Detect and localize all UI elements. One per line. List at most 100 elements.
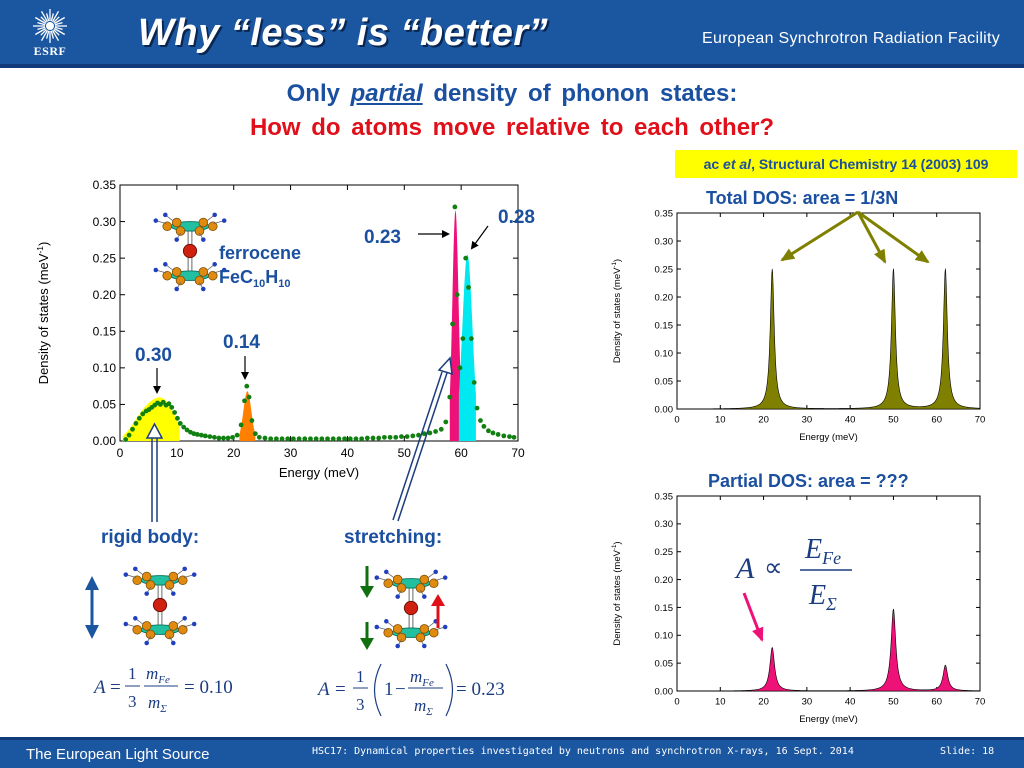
hydrogen-atom (153, 218, 159, 223)
carbon-atom (171, 217, 182, 228)
logo-ray (51, 30, 60, 42)
x-tick-label: 50 (888, 697, 899, 708)
data-point (202, 433, 208, 439)
x-tick-label: 0 (117, 446, 124, 460)
hydrogen-atom (182, 566, 187, 572)
data-point (319, 436, 325, 442)
carbon-atom (383, 627, 393, 638)
logo-ray (53, 29, 60, 36)
y-tick-label: 0.35 (655, 208, 674, 219)
y-tick-label: 0.20 (655, 292, 674, 303)
data-point (126, 432, 132, 438)
y-label-sup: -1 (611, 544, 618, 550)
data-point (273, 436, 279, 442)
carbon-atom (198, 217, 209, 228)
data-point (268, 436, 274, 442)
hydrogen-atom (123, 621, 129, 627)
logo-ray (40, 16, 47, 23)
data-point (262, 435, 268, 441)
hydrogen-atom (174, 237, 179, 242)
ferrocene-rigid-molecule-icon (123, 566, 197, 646)
data-point (381, 434, 387, 440)
data-point (433, 429, 438, 434)
carbon-atom (141, 621, 152, 631)
rigid-body-label: rigid body: (101, 527, 199, 548)
hydrogen-atom (433, 569, 438, 575)
footer-conference: HSC17: Dynamical properties investigated… (312, 746, 854, 757)
carbon-atom (194, 275, 205, 286)
x-tick-label: 30 (802, 415, 813, 426)
y-axis-label: Density of states (meV-1) (35, 242, 51, 385)
dos-area (458, 254, 476, 441)
data-point (486, 428, 491, 434)
data-point (495, 432, 501, 437)
stretching-label: stretching: (344, 527, 442, 548)
data-point (313, 436, 319, 442)
data-point (325, 436, 330, 442)
svg-text:1: 1 (384, 679, 394, 700)
data-point (454, 292, 460, 298)
data-point (296, 436, 302, 442)
logo-ray (40, 30, 49, 42)
y-tick-label: 0.30 (655, 519, 674, 530)
data-point (246, 394, 252, 400)
carbon-atom (145, 580, 156, 590)
molecule-name: ferrocene (219, 243, 301, 263)
stretch-numerator: mFe (410, 667, 434, 689)
svg-text:∝: ∝ (764, 553, 783, 582)
data-point (410, 433, 416, 439)
plot-frame (676, 212, 981, 410)
carbon-atom (198, 267, 209, 277)
hydrogen-atom (191, 621, 197, 627)
data-point (507, 434, 512, 440)
carbon-atom (168, 571, 179, 582)
data-point (242, 398, 247, 404)
peak-label-cyan: 0.28 (498, 207, 535, 228)
molecule-drawing (123, 566, 197, 646)
data-point (359, 436, 365, 442)
total-arrow-peak-2 (856, 211, 887, 264)
data-point (387, 434, 393, 440)
y-axis-label: Density of states (meV-1) (611, 541, 623, 645)
y-tick-label: 0.30 (655, 236, 674, 247)
rigid-body-link-arrow (145, 422, 164, 522)
data-point (466, 285, 471, 290)
rigid-denominator: mΣ (148, 693, 167, 715)
y-tick-label: 0.25 (93, 251, 117, 265)
data-point (207, 434, 213, 440)
data-point (336, 436, 342, 442)
y-tick-label: 0.15 (93, 324, 117, 338)
reference-journal: , Structural Chemistry 14 (2003) 109 (751, 156, 989, 172)
hydrogen-atom (171, 591, 176, 596)
logo-ray (53, 16, 60, 23)
data-point (198, 432, 204, 438)
iron-atom (403, 600, 419, 616)
hydrogen-atom (221, 267, 227, 273)
carbon-atom (194, 226, 205, 236)
x-tick-label: 70 (975, 415, 986, 426)
logo-ray (34, 16, 46, 25)
svg-text:=: = (335, 679, 346, 700)
y-tick-label: 0.35 (655, 491, 674, 502)
data-point (438, 426, 444, 432)
carbon-atom (429, 578, 439, 589)
peak-label-rigid: 0.30 (135, 345, 172, 366)
carbon-atom (419, 574, 430, 585)
carbon-atom (208, 221, 218, 232)
prop-numerator: EFe (804, 534, 841, 568)
x-tick-label: 40 (845, 415, 856, 426)
hydrogen-atom (133, 616, 138, 621)
data-point (427, 430, 433, 436)
carbon-atom (392, 574, 403, 585)
ferrocene-molecule-icon (153, 212, 227, 292)
carbon-atom (383, 578, 393, 589)
x-tick-label: 40 (341, 446, 355, 460)
logo-ray (40, 10, 49, 22)
x-axis-label: Energy (meV) (799, 714, 858, 725)
data-point (216, 435, 222, 441)
svg-text:1: 1 (128, 664, 137, 683)
hydrogen-atom (182, 616, 187, 621)
carbon-atom (415, 583, 426, 593)
data-point (230, 434, 235, 440)
data-point (256, 434, 262, 440)
